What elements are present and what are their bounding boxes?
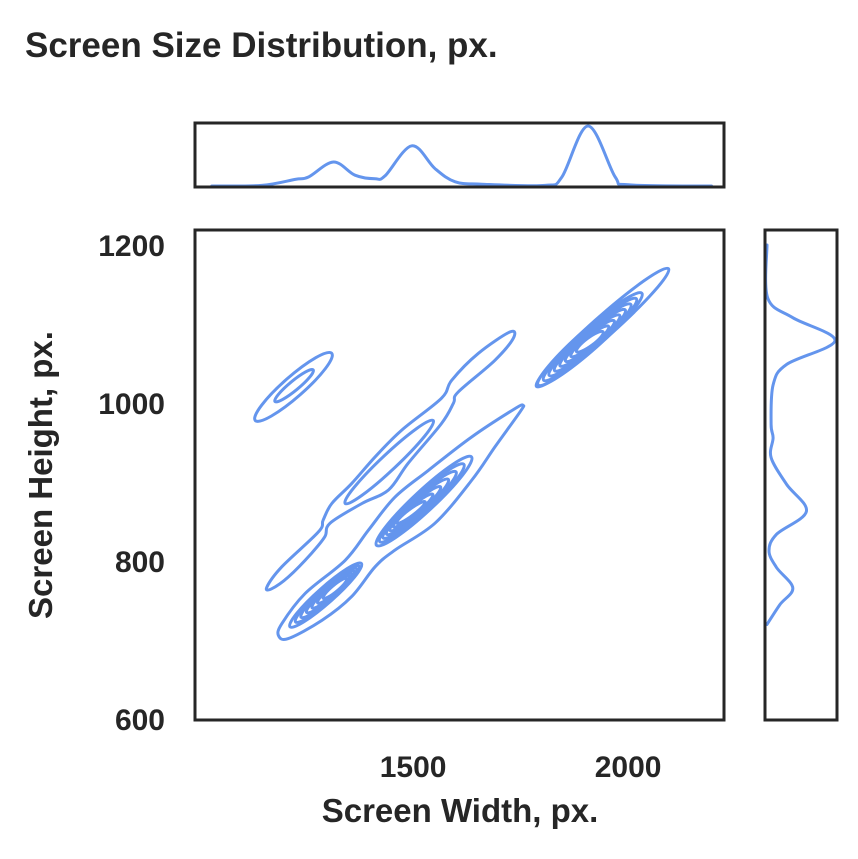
x-tick-label: 1500 xyxy=(380,751,447,784)
y-tick-label: 1200 xyxy=(98,230,165,263)
y-tick-label: 1000 xyxy=(98,388,165,421)
cluster-1280x1024-level-2 xyxy=(273,367,315,404)
chart-title: Screen Size Distribution, px. xyxy=(25,26,498,65)
x-tick-label: 2000 xyxy=(595,751,662,784)
cluster-1366x768-level-7 xyxy=(321,576,349,601)
main-outer-contour xyxy=(276,403,526,641)
top-marginal-plot xyxy=(193,121,726,189)
cluster-1920x1080-level-2 xyxy=(541,296,639,383)
ridge-outer-contour xyxy=(264,329,517,592)
cluster-1536x864-level-7 xyxy=(395,500,427,525)
width-density-curve xyxy=(210,124,713,188)
right-marginal-plot xyxy=(763,228,839,722)
joint-frame xyxy=(193,228,726,722)
y-tick-label: 800 xyxy=(115,546,165,579)
y-tick-label: 600 xyxy=(115,704,165,737)
joint-plot: 600 800 1000 1200 1500 2000 xyxy=(98,228,726,784)
top-marginal-frame xyxy=(193,121,726,189)
x-axis-label: Screen Width, px. xyxy=(322,792,599,829)
cluster-ridge-inner-level-1 xyxy=(343,418,436,506)
right-marginal-frame xyxy=(763,228,839,722)
y-axis-label: Screen Height, px. xyxy=(22,331,59,619)
cluster-1920x1080-level-8 xyxy=(574,329,605,354)
cluster-1280x1024-level-1 xyxy=(253,350,334,423)
height-density-curve xyxy=(764,243,837,626)
